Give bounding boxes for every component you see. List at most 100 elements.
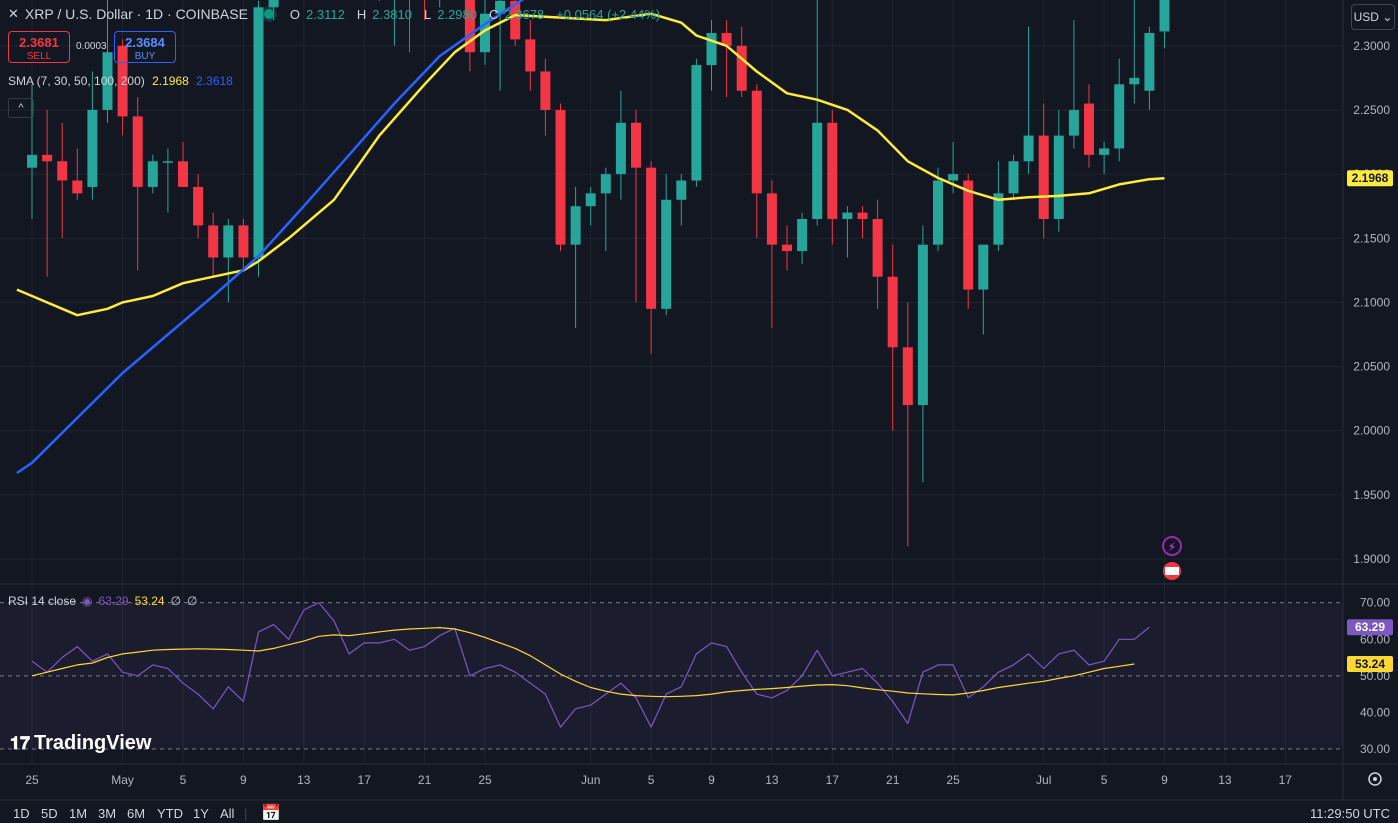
currency-selector[interactable]: USD ⌄ <box>1351 4 1395 30</box>
low-value: 2.2980 <box>437 6 477 22</box>
rsi-value-tag: 63.29 <box>1347 619 1393 636</box>
time-tick-label: 17 <box>358 773 372 787</box>
candle-body <box>857 212 868 220</box>
candle-body <box>585 193 596 207</box>
rsi-extra-2: ∅ <box>187 594 198 608</box>
utc-clock[interactable]: 11:29:50 UTC <box>1310 806 1390 821</box>
price-tick-label: 2.1500 <box>1353 231 1390 245</box>
candle <box>857 206 868 239</box>
candlestick-series <box>27 0 1170 547</box>
rsi-lines <box>31 602 1150 728</box>
candle <box>540 58 551 136</box>
sell-label: SELL <box>26 51 52 62</box>
tf-5d[interactable]: 5D <box>41 806 58 821</box>
sell-price: 2.3681 <box>19 35 59 50</box>
collapse-legend-button[interactable]: ^ <box>8 98 34 118</box>
candle <box>42 109 53 277</box>
candle <box>721 20 732 98</box>
candle-body <box>1159 0 1170 32</box>
tf-6m[interactable]: 6M <box>127 806 146 821</box>
candle-body <box>208 225 219 258</box>
candle <box>570 186 581 329</box>
candle-body <box>178 161 188 187</box>
symbol-title[interactable]: XRP / U.S. Dollar · 1D · COINBASE <box>24 6 248 22</box>
time-tick-label: 9 <box>1161 773 1168 787</box>
tradingview-logo[interactable]: 𝟏𝟕 TradingView <box>10 732 151 755</box>
candle-body <box>631 122 641 168</box>
close-label: C <box>489 6 499 22</box>
rsi-ma-line <box>31 627 1135 698</box>
candle-body <box>978 244 989 290</box>
time-tick-label: 9 <box>708 773 715 787</box>
candle <box>736 26 747 98</box>
candle-body <box>948 174 959 181</box>
candle <box>691 58 702 187</box>
settings-gear-icon[interactable] <box>1368 772 1382 786</box>
tf-3m[interactable]: 3M <box>98 806 117 821</box>
candle <box>661 174 672 316</box>
calendar-icon[interactable]: 📅 <box>261 805 281 822</box>
candle-body <box>162 161 173 163</box>
candle <box>842 206 853 258</box>
candle-body <box>993 193 1004 245</box>
event-markers[interactable]: ⚡ <box>1162 536 1182 580</box>
tf-1m[interactable]: 1M <box>69 806 88 821</box>
time-tick-label: 5 <box>1101 773 1108 787</box>
candle-body <box>812 122 823 220</box>
open-label: O <box>289 6 301 22</box>
time-tick-label: Jul <box>1036 773 1051 787</box>
time-tick-label: 25 <box>946 773 960 787</box>
rsi-legend[interactable]: RSI 14 close ◉ 63.29 53.24 ∅ ∅ <box>8 594 198 608</box>
candle-body <box>615 122 626 175</box>
candle-body <box>87 109 98 187</box>
candle <box>872 199 883 309</box>
time-axis[interactable]: 25 May 5 9 13 17 21 25 Jun 5 9 13 17 21 25 Jul 5 9 13 17 <box>25 773 1292 787</box>
rsi-value-tag-text: 63.29 <box>1355 620 1385 634</box>
collapse-x-icon[interactable]: ✕ <box>8 6 19 21</box>
rsi-value-tag-bg <box>1347 619 1393 636</box>
high-label: H <box>356 6 367 22</box>
price-tick-label: 2.0000 <box>1353 424 1390 438</box>
candle-body <box>1084 103 1094 155</box>
sma-legend[interactable]: SMA (7, 30, 50, 100, 200) 2.1968 2.3618 <box>8 74 233 88</box>
sma-short-tag: 2.1968 <box>1347 170 1393 187</box>
time-tick-label: 25 <box>25 773 39 787</box>
change-value: +0.0564 (+2.44%) <box>556 6 661 22</box>
candle <box>147 154 158 194</box>
candle-body <box>525 39 536 72</box>
grid-lines <box>0 0 1398 801</box>
candle <box>117 39 128 136</box>
tf-ytd[interactable]: YTD <box>157 806 183 821</box>
market-status-icon[interactable] <box>263 9 274 19</box>
rsi-band-fill <box>0 602 1343 749</box>
currency-label: USD <box>1353 10 1379 24</box>
price-tick-label: 2.2500 <box>1353 103 1390 117</box>
candle <box>1053 109 1064 232</box>
tf-all[interactable]: All <box>220 806 235 821</box>
candle-body <box>872 219 883 277</box>
candle-body <box>147 161 158 187</box>
lightning-event-icon[interactable] <box>1162 536 1182 556</box>
sell-button[interactable]: 2.3681 SELL <box>8 31 70 63</box>
time-tick-label: 5 <box>180 773 187 787</box>
sma-label: SMA (7, 30, 50, 100, 200) <box>8 74 145 88</box>
buy-button[interactable]: 2.3684 BUY <box>114 31 176 63</box>
candle-body <box>193 186 204 226</box>
rsi-tick-label: 70.00 <box>1360 596 1390 610</box>
flag-stripe-icon <box>1165 567 1179 575</box>
time-tick-label: 13 <box>1218 773 1232 787</box>
tf-1d[interactable]: 1D <box>13 806 30 821</box>
candle-body <box>540 71 551 110</box>
price-axis[interactable]: 1.90001.95002.00002.05002.10002.15002.20… <box>1347 0 1393 756</box>
candle-body <box>555 109 566 245</box>
candle <box>933 167 943 252</box>
candle-body <box>510 0 521 40</box>
candle <box>87 71 98 200</box>
candle <box>193 174 204 239</box>
candle-body <box>933 180 943 245</box>
candle-body <box>902 347 913 406</box>
candle <box>1129 0 1140 104</box>
candle-body <box>464 0 475 53</box>
tf-1y[interactable]: 1Y <box>193 806 209 821</box>
